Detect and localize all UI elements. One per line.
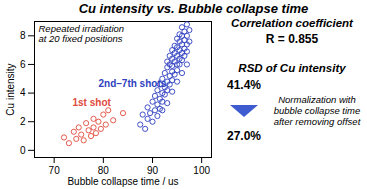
svg-text:2nd–7th shots: 2nd–7th shots <box>99 78 167 89</box>
svg-text:1st shot: 1st shot <box>73 97 112 108</box>
svg-text:4: 4 <box>20 87 26 98</box>
svg-text:0: 0 <box>20 145 26 156</box>
html-text:R = 0.855: R = 0.855 <box>265 32 319 46</box>
svg-text:100: 100 <box>193 165 210 176</box>
html-text:Normalization with bubble coll: Normalization with bubble collapse time … <box>273 94 361 127</box>
svg-text:Bubble collapse time / us: Bubble collapse time / us <box>67 176 178 187</box>
svg-text:6: 6 <box>20 59 26 70</box>
svg-text:80: 80 <box>98 165 110 176</box>
html-text:RSD of Cu intensity: RSD of Cu intensity <box>238 62 346 74</box>
svg-text:90: 90 <box>147 165 159 176</box>
svg-text:8: 8 <box>20 30 26 41</box>
svg-text:2: 2 <box>20 116 26 127</box>
html-text:27.0%: 27.0% <box>227 129 261 143</box>
svg-text:Cu intensity: Cu intensity <box>5 63 16 115</box>
html-text:41.4%: 41.4% <box>227 78 261 92</box>
html-text:Correlation coefficient: Correlation coefficient <box>231 17 353 29</box>
svg-text:Repeated irradiationat 20 fixe: Repeated irradiationat 20 fixed position… <box>39 23 125 44</box>
svg-text:70: 70 <box>49 165 61 176</box>
html-text:Cu intensity vs. Bubble collap: Cu intensity vs. Bubble collapse time <box>78 1 309 16</box>
